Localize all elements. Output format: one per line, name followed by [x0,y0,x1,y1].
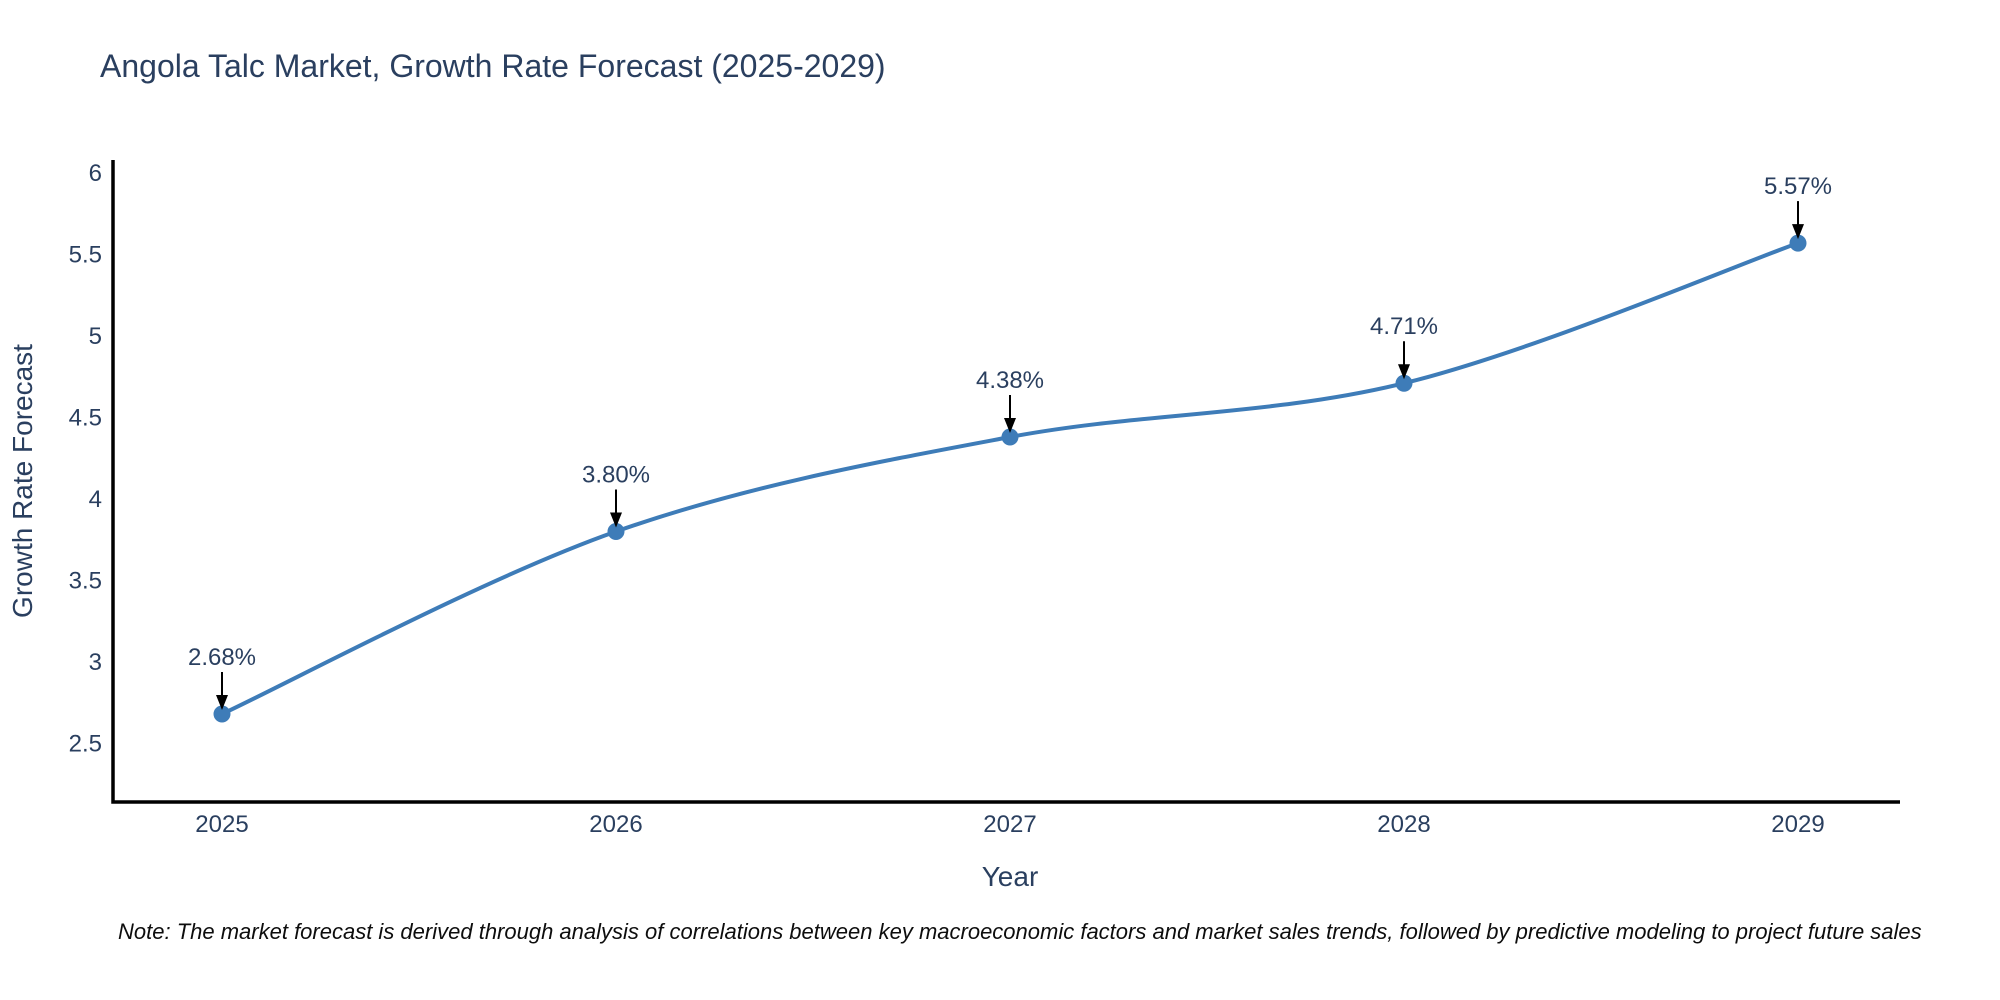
x-tick-label: 2025 [195,811,248,838]
point-annotation: 4.38% [976,367,1044,434]
point-annotations: 2.68% 3.80% 4.38% 4.71% 5.57% [188,173,1832,711]
point-annotation: 2.68% [188,644,256,711]
data-point-marker [607,523,625,541]
annotation-arrowhead-icon [216,695,228,711]
point-value-label: 4.71% [1370,313,1438,340]
annotation-arrowhead-icon [610,512,622,528]
annotation-arrowhead-icon [1004,418,1016,434]
growth-rate-line [221,241,1799,716]
point-value-label: 5.57% [1764,173,1832,200]
y-tick-label: 3 [89,649,102,676]
data-point-marker [1395,374,1413,392]
chart-title: Angola Talc Market, Growth Rate Forecast… [100,48,886,84]
x-tick-label: 2027 [983,811,1036,838]
data-point-marker [213,705,231,723]
annotation-arrowhead-icon [1792,224,1804,240]
x-axis-tick-labels: 2025 2026 2027 2028 2029 [195,811,1824,838]
y-tick-label: 4.5 [69,404,102,431]
y-axis-tick-labels: 6 5.5 5 4.5 4 3.5 3 2.5 [69,160,102,757]
x-tick-label: 2029 [1771,811,1824,838]
point-value-label: 2.68% [188,644,256,671]
x-axis-title: Year [982,861,1039,892]
footnote: Note: The market forecast is derived thr… [118,919,1922,944]
point-value-label: 3.80% [582,462,650,489]
point-annotation: 5.57% [1764,173,1832,240]
x-tick-label: 2026 [589,811,642,838]
y-tick-label: 4 [89,486,102,513]
point-value-label: 4.38% [976,367,1044,394]
y-tick-label: 5.5 [69,242,102,269]
y-tick-label: 6 [89,160,102,187]
series-line [213,234,1807,723]
axis-lines [111,160,1900,804]
y-tick-label: 5 [89,323,102,350]
y-tick-label: 3.5 [69,567,102,594]
y-axis-title: Growth Rate Forecast [7,344,38,618]
point-annotation: 3.80% [582,462,650,528]
x-tick-label: 2028 [1377,811,1430,838]
point-annotation: 4.71% [1370,313,1438,380]
annotation-arrowhead-icon [1398,364,1410,380]
y-tick-label: 2.5 [69,730,102,757]
data-point-marker [1789,234,1807,252]
data-point-marker [1001,428,1019,446]
